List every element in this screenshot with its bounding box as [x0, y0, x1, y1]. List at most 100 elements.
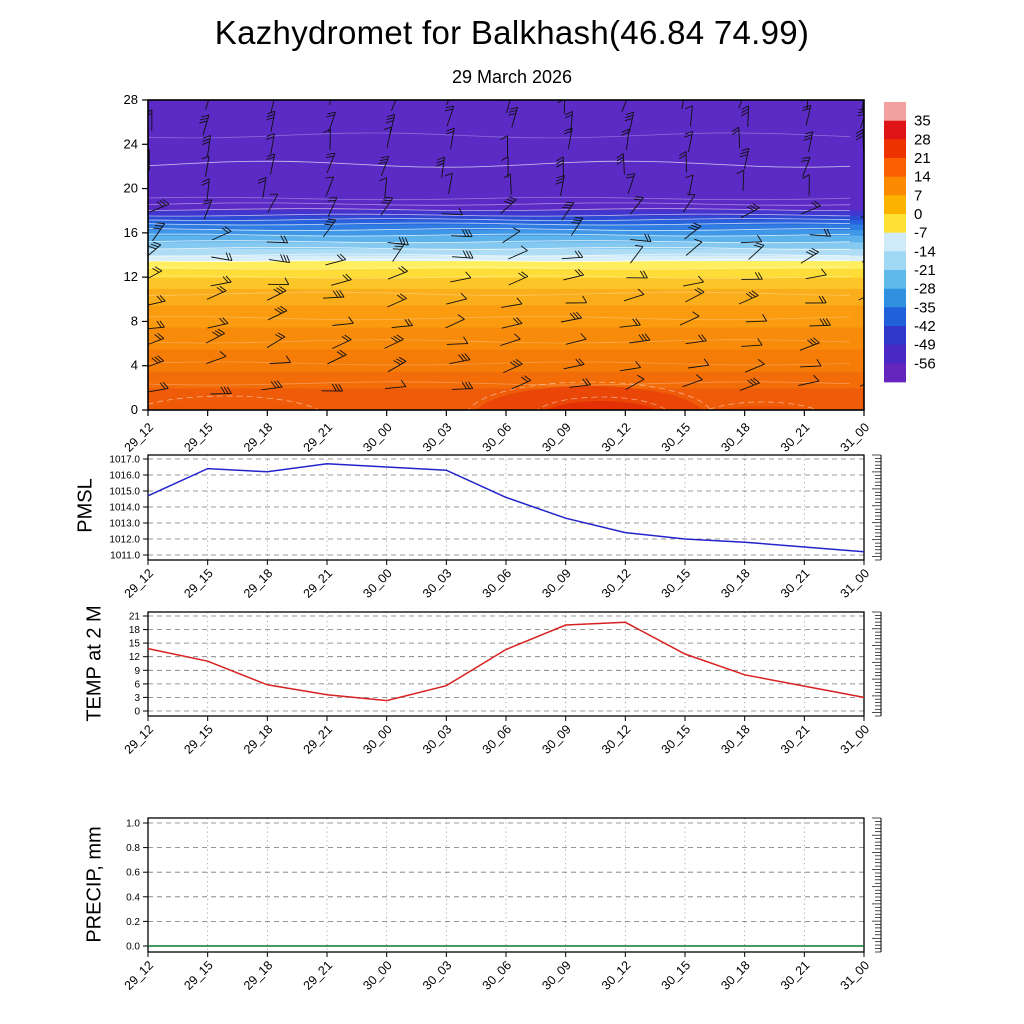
svg-text:1017.0: 1017.0 [109, 455, 140, 466]
svg-text:30_00: 30_00 [360, 722, 395, 757]
svg-text:29_21: 29_21 [301, 722, 336, 757]
svg-text:29_18: 29_18 [241, 958, 276, 993]
svg-text:12: 12 [129, 652, 141, 663]
svg-text:30_06: 30_06 [480, 566, 515, 601]
svg-text:30_09: 30_09 [539, 722, 574, 757]
svg-text:30_18: 30_18 [718, 958, 753, 993]
svg-text:0.6: 0.6 [126, 868, 140, 879]
svg-text:-28: -28 [914, 281, 936, 298]
svg-text:14: 14 [914, 169, 931, 186]
temperature-colorbar: 35 28 21 14 7 0 -7 -14 -21 -28 -35 -42 -49 -56 [880, 96, 1024, 396]
svg-text:30_09: 30_09 [539, 958, 574, 993]
svg-text:30_00: 30_00 [360, 958, 395, 993]
svg-text:4: 4 [131, 358, 138, 373]
precip-mm-chart: 1.0 0.8 0.6 0.4 0.2 0.0 29_12 29_15 29_18 29_21 30… [122, 817, 882, 993]
temp-at-2-m-line [147, 621, 865, 702]
temperature-field [148, 100, 864, 410]
temp-panel: 21 18 15 12 9 6 3 0 29_12 29_15 29_18 29_21 30_00 30_… [0, 605, 1024, 763]
pmsl-line [147, 463, 865, 553]
svg-text:12: 12 [124, 269, 138, 284]
svg-text:29_18: 29_18 [241, 566, 276, 601]
svg-text:30_12: 30_12 [599, 566, 634, 601]
svg-text:29_15: 29_15 [181, 566, 216, 601]
svg-text:-14: -14 [914, 243, 936, 260]
svg-text:-42: -42 [914, 318, 936, 335]
svg-text:30_06: 30_06 [480, 722, 515, 757]
svg-text:9: 9 [134, 666, 140, 677]
svg-text:0: 0 [914, 206, 922, 223]
svg-text:35: 35 [914, 113, 931, 130]
svg-text:0: 0 [134, 707, 140, 718]
svg-text:30_15: 30_15 [659, 958, 694, 993]
svg-text:20: 20 [124, 181, 138, 196]
svg-text:30_12: 30_12 [599, 958, 634, 993]
svg-text:-21: -21 [914, 262, 936, 279]
temp-axis-label: TEMP at 2 M [83, 605, 106, 722]
svg-text:1015.0: 1015.0 [109, 487, 140, 498]
svg-text:-7: -7 [914, 225, 927, 242]
svg-text:0.4: 0.4 [126, 892, 140, 903]
svg-text:30_06: 30_06 [480, 958, 515, 993]
svg-text:30_03: 30_03 [420, 566, 455, 601]
svg-text:-35: -35 [914, 299, 936, 316]
svg-text:30_21: 30_21 [778, 958, 813, 993]
svg-text:1014.0: 1014.0 [109, 503, 140, 514]
svg-text:3: 3 [134, 693, 140, 704]
svg-text:6: 6 [134, 679, 140, 690]
svg-text:29_12: 29_12 [122, 722, 157, 757]
svg-text:28: 28 [124, 92, 138, 107]
svg-text:1016.0: 1016.0 [109, 471, 140, 482]
svg-text:29_12: 29_12 [122, 566, 157, 601]
svg-text:29_12: 29_12 [122, 958, 157, 993]
svg-text:30_18: 30_18 [718, 566, 753, 601]
svg-text:29_18: 29_18 [241, 722, 276, 757]
svg-text:29_21: 29_21 [301, 958, 336, 993]
svg-text:30_15: 30_15 [659, 722, 694, 757]
page-subtitle: 29 March 2026 [451, 67, 573, 87]
svg-text:0.0: 0.0 [126, 942, 140, 953]
svg-text:30_15: 30_15 [659, 566, 694, 601]
svg-text:30_12: 30_12 [599, 722, 634, 757]
svg-text:30_21: 30_21 [778, 722, 813, 757]
svg-text:30_18: 30_18 [718, 722, 753, 757]
svg-text:16: 16 [124, 225, 138, 240]
svg-text:30_21: 30_21 [778, 566, 813, 601]
svg-text:31_00: 31_00 [838, 566, 873, 601]
svg-text:31_00: 31_00 [838, 722, 873, 757]
svg-text:21: 21 [914, 150, 931, 167]
precip-axis-label: PRECIP, mm [83, 826, 106, 943]
svg-text:30_09: 30_09 [539, 566, 574, 601]
page-title: Kazhydromet for Balkhash(46.84 74.99) [214, 14, 810, 51]
svg-text:1011.0: 1011.0 [110, 551, 140, 562]
svg-text:28: 28 [914, 131, 931, 148]
svg-text:1012.0: 1012.0 [109, 535, 140, 546]
svg-text:8: 8 [131, 313, 138, 328]
svg-text:-49: -49 [914, 337, 936, 354]
svg-text:0.8: 0.8 [126, 843, 140, 854]
svg-text:29_15: 29_15 [181, 958, 216, 993]
svg-text:30_00: 30_00 [360, 566, 395, 601]
svg-text:0.2: 0.2 [126, 917, 140, 928]
temp-at-2-m-chart: 21 18 15 12 9 6 3 0 29_12 29_15 29_18 29_21 30_00 30_… [122, 611, 882, 757]
svg-text:7: 7 [914, 187, 922, 204]
cross-section-panel: 0 4 8 12 16 20 24 28 29_12 29_15 29_18 29_21 30_00 30… [0, 88, 1024, 460]
svg-text:1.0: 1.0 [126, 819, 140, 830]
svg-text:0: 0 [131, 402, 138, 417]
svg-text:21: 21 [129, 612, 141, 623]
svg-text:29_21: 29_21 [301, 566, 336, 601]
svg-text:24: 24 [124, 136, 138, 151]
svg-text:29_15: 29_15 [181, 722, 216, 757]
pmsl-chart: 1017.0 1016.0 1015.0 1014.0 1013.0 1012.0 1011… [109, 454, 882, 601]
precip-panel: 1.0 0.8 0.6 0.4 0.2 0.0 29_12 29_15 29_18 29_21 30… [0, 810, 1024, 1010]
svg-text:1013.0: 1013.0 [109, 519, 140, 530]
pmsl-panel: 1017.0 1016.0 1015.0 1014.0 1013.0 1012.0 1011… [0, 448, 1024, 608]
svg-text:30_03: 30_03 [420, 958, 455, 993]
svg-text:18: 18 [129, 625, 141, 636]
svg-text:31_00: 31_00 [838, 958, 873, 993]
svg-text:30_03: 30_03 [420, 722, 455, 757]
svg-text:-56: -56 [914, 355, 936, 372]
svg-text:15: 15 [129, 639, 141, 650]
